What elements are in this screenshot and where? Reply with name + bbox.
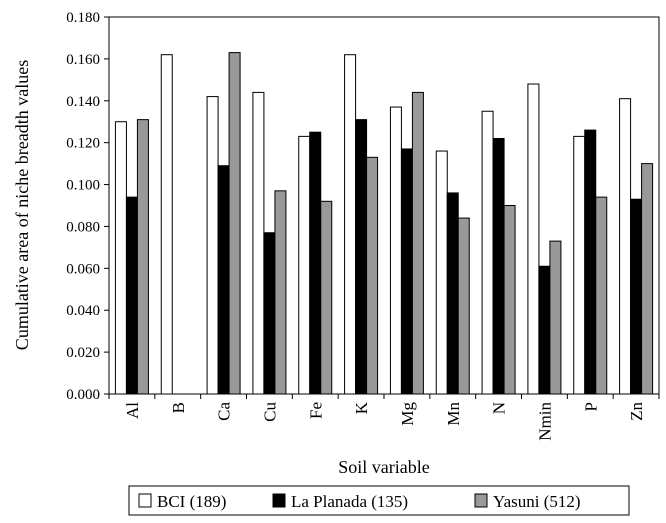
bar-b-bci <box>160 54 173 395</box>
bar-al-bci <box>114 121 127 395</box>
x-axis-title: Soil variable <box>338 457 429 477</box>
bar-ca-yasuni <box>228 52 241 395</box>
bar-fe-yasuni <box>320 200 333 395</box>
bar-k-la <box>355 119 368 395</box>
y-tick-label: 0.100 <box>66 178 100 194</box>
legend-label-3: Yasuni (512) <box>493 492 581 511</box>
bar-mg-la <box>400 148 413 395</box>
bar-p-yasuni <box>595 196 608 395</box>
bar-cu-yasuni <box>274 190 287 395</box>
bar-mg-yasuni <box>411 91 424 395</box>
bar-ca-la <box>217 165 230 395</box>
x-tick-label: Cu <box>260 402 279 422</box>
y-tick-label: 0.080 <box>66 219 100 235</box>
bar-p-bci <box>573 135 586 395</box>
bar-cu-bci <box>252 91 265 395</box>
x-tick-label: Mn <box>444 402 463 426</box>
bar-nmin-bci <box>527 83 540 395</box>
bar-k-bci <box>344 54 357 395</box>
bar-n-bci <box>481 110 494 395</box>
x-tick-label: Mg <box>398 402 417 426</box>
bar-k-yasuni <box>366 156 379 395</box>
x-tick-label: B <box>169 402 188 413</box>
x-tick-label: Fe <box>306 402 325 419</box>
legend-swatch-2 <box>272 493 286 508</box>
y-tick-label: 0.120 <box>66 136 100 152</box>
y-tick-label: 0.140 <box>66 94 100 110</box>
bar-zn-la <box>630 198 643 395</box>
legend-box <box>128 485 630 516</box>
bar-ca-bci <box>206 96 219 395</box>
legend-swatch-3 <box>474 493 488 508</box>
bar-n-yasuni <box>503 205 516 395</box>
bar-mn-bci <box>435 150 448 395</box>
x-tick-label: Al <box>123 402 142 419</box>
y-tick-label: 0.160 <box>66 52 100 68</box>
y-tick-label: 0.020 <box>66 345 100 361</box>
bar-al-la <box>125 196 138 395</box>
y-tick-label: 0.060 <box>66 261 100 277</box>
legend-label-2: La Planada (135) <box>291 492 408 511</box>
bar-mn-la <box>446 192 459 395</box>
bar-nmin-la <box>538 265 551 395</box>
bar-zn-yasuni <box>641 163 654 395</box>
y-tick-label: 0.040 <box>66 303 100 319</box>
legend-label-1: BCI (189) <box>157 492 226 511</box>
x-tick-label: Ca <box>215 402 234 421</box>
bar-nmin-yasuni <box>549 240 562 395</box>
y-tick-label: 0.180 <box>66 10 100 26</box>
bar-fe-la <box>309 131 322 395</box>
bar-n-la <box>492 137 505 395</box>
bar-fe-bci <box>298 135 311 395</box>
y-axis-title: Cumulative area of niche breadth values <box>12 60 32 350</box>
x-tick-label: Nmin <box>535 402 554 441</box>
bar-p-la <box>584 129 597 395</box>
legend-swatch-1 <box>138 493 152 508</box>
bar-zn-bci <box>619 98 632 395</box>
legend: BCI (189) La Planada (135) Yasuni (512) <box>128 485 630 516</box>
x-tick-label: K <box>352 401 371 414</box>
x-tick-label: P <box>581 402 600 411</box>
bar-al-yasuni <box>136 119 149 395</box>
x-tick-label: N <box>490 402 509 414</box>
x-tick-label: Zn <box>627 402 646 421</box>
bar-cu-la <box>263 232 276 395</box>
plot-area: 0.000 0.020 0.040 0.060 0.080 0.100 0.120 0.140… <box>66 10 660 441</box>
bar-mg-bci <box>389 106 402 395</box>
y-tick-label: 0.000 <box>66 387 100 403</box>
bar-mn-yasuni <box>457 217 470 395</box>
